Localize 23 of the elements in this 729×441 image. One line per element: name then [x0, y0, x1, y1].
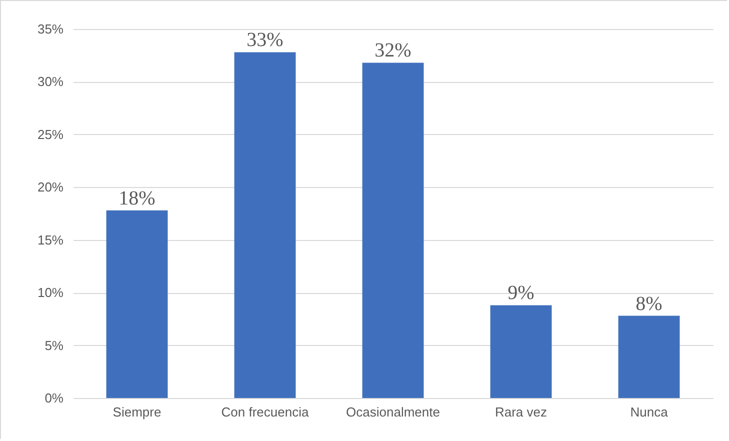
- bar: [234, 52, 296, 398]
- y-tick-label: 10%: [37, 285, 64, 300]
- bar: [362, 62, 424, 398]
- data-label: 9%: [508, 282, 534, 304]
- x-tick-label: Siempre: [112, 404, 162, 420]
- y-tick-label: 15%: [37, 232, 64, 248]
- data-label: 32%: [374, 40, 412, 62]
- bar: [618, 316, 680, 398]
- y-tick-label: 20%: [37, 180, 64, 195]
- y-tick-label: 0%: [44, 390, 64, 406]
- x-tick-label: Ocasionalmente: [346, 404, 440, 420]
- x-tick-label: Nunca: [630, 404, 669, 420]
- x-tick-label: Con frecuencia: [221, 404, 310, 420]
- bar: [490, 305, 552, 398]
- x-tick-label: Rara vez: [494, 404, 548, 420]
- data-label: 8%: [636, 292, 662, 315]
- bar: [106, 210, 168, 398]
- y-tick-label: 25%: [37, 126, 64, 142]
- data-label: 18%: [118, 187, 156, 210]
- y-tick-label: 5%: [44, 338, 64, 353]
- y-tick-label: 30%: [37, 74, 64, 90]
- data-label: 33%: [246, 29, 284, 52]
- y-tick-label: 35%: [37, 22, 64, 36]
